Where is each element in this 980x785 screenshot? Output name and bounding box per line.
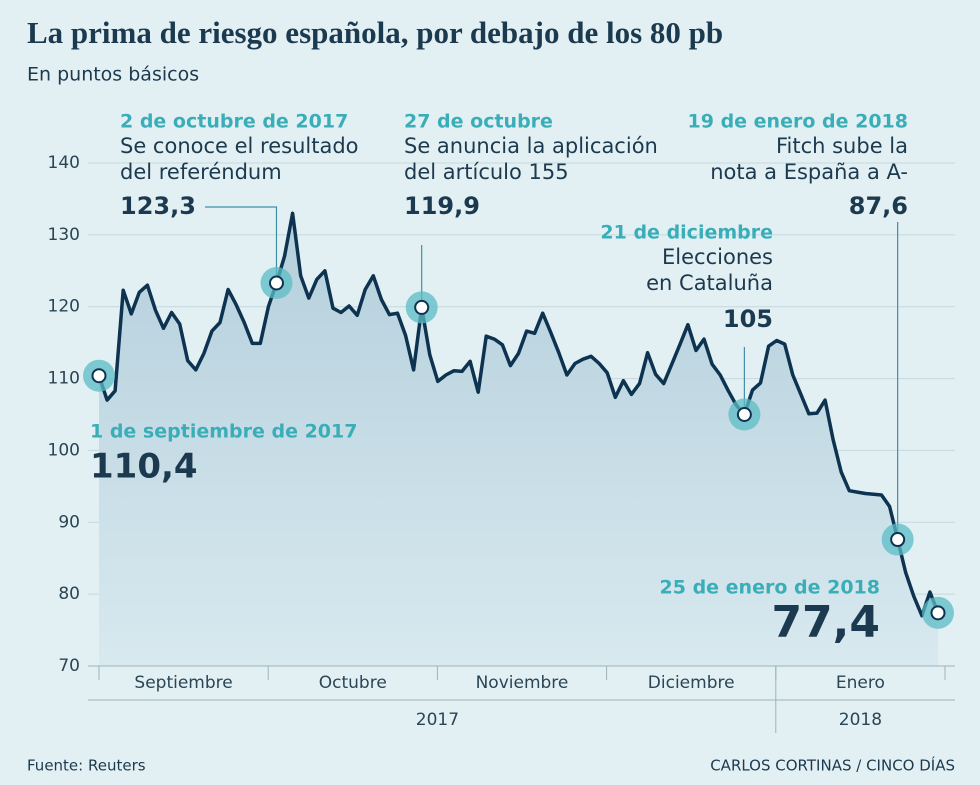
- annotation-date: 19 de enero de 2018: [688, 111, 908, 133]
- x-tick-label: Enero: [836, 673, 885, 693]
- annotation-value: 87,6: [849, 192, 908, 220]
- annotation-value: 123,3: [120, 192, 196, 220]
- source: Fuente: Reuters: [27, 757, 146, 775]
- annotation-date: 25 de enero de 2018: [660, 577, 880, 599]
- credit: CARLOS CORTINAS / CINCO DÍAS: [710, 756, 955, 775]
- annotation-value: 105: [723, 305, 773, 333]
- year-label: 2018: [839, 710, 882, 730]
- y-tick-label: 70: [58, 656, 80, 676]
- highlight-point: [414, 299, 430, 315]
- x-tick-label: Noviembre: [476, 673, 569, 693]
- highlight-point: [91, 368, 107, 384]
- annotation-value: 110,4: [90, 447, 198, 487]
- line: [97, 211, 940, 618]
- highlight-point: [736, 407, 752, 422]
- year-label: 2017: [416, 710, 459, 730]
- y-tick-label: 90: [58, 512, 80, 532]
- y-tick-label: 120: [48, 297, 80, 317]
- annotation-text: del artículo 155: [404, 160, 569, 184]
- chart-subtitle: En puntos básicos: [27, 64, 199, 86]
- annotation-value: 77,4: [771, 597, 880, 648]
- leader: [205, 206, 278, 284]
- chart-title: La prima de riesgo española, por debajo …: [27, 15, 723, 50]
- annotation-text: Fitch sube la: [776, 134, 908, 158]
- annotation-text: en Cataluña: [646, 271, 773, 295]
- y-tick-label: 100: [48, 440, 80, 460]
- highlight-point: [930, 605, 946, 621]
- y-tick-label: 80: [58, 584, 80, 604]
- annotation-text: del referéndum: [120, 160, 282, 184]
- annotation-date: 27 de octubre: [404, 111, 553, 133]
- x-tick-label: Septiembre: [134, 673, 232, 693]
- annotation-date: 2 de octubre de 2017: [120, 111, 348, 133]
- highlight-point: [268, 275, 284, 291]
- annotation-text: Elecciones: [662, 245, 773, 269]
- area: [99, 213, 938, 667]
- x-tick-label: Diciembre: [648, 673, 735, 693]
- annotation-text: Se anuncia la aplicación: [404, 134, 658, 158]
- x-tick-label: Octubre: [319, 673, 387, 693]
- annotation-value: 119,9: [404, 192, 480, 220]
- annotation-date: 21 de diciembre: [600, 222, 773, 244]
- highlight-point: [890, 532, 906, 548]
- annotation-text: Se conoce el resultado: [120, 134, 359, 158]
- annotation-text: nota a España a A-: [710, 160, 908, 184]
- y-tick-label: 130: [48, 225, 80, 245]
- annotation-date: 1 de septiembre de 2017: [90, 421, 357, 443]
- y-tick-label: 110: [48, 369, 80, 389]
- y-tick-label: 140: [48, 153, 80, 173]
